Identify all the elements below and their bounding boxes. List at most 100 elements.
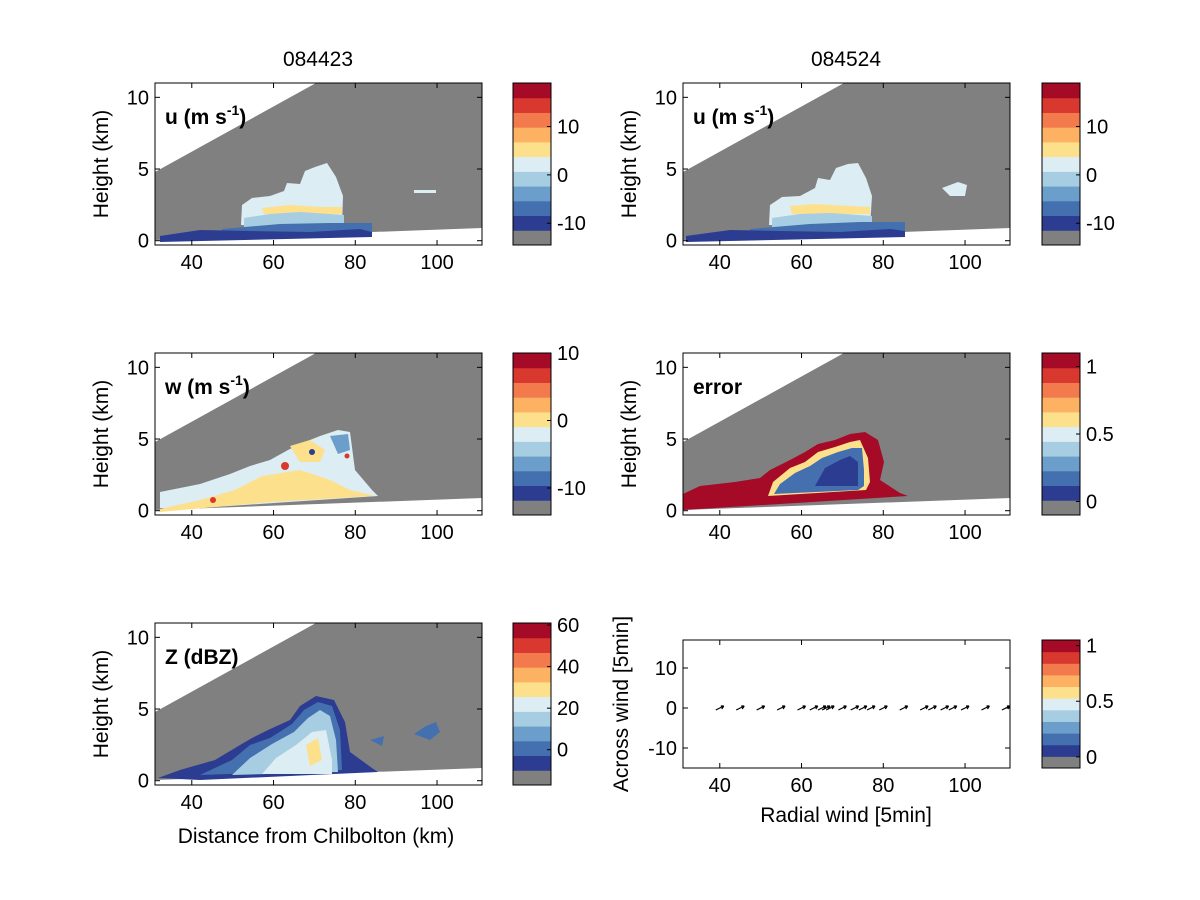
colorbar-segment [513,397,551,413]
colorbar-tick-label: 1 [1086,636,1097,658]
y-tick-label: 0 [666,698,677,720]
x-tick-label: 100 [420,792,453,814]
wind-arrow [981,705,990,711]
colorbar-segment [1042,141,1080,158]
y-tick-label: 10 [127,357,149,379]
colorbar-tick-label: 0.5 [1086,691,1114,713]
colorbar-segment [1042,470,1080,487]
colorbar-segment [513,382,551,398]
colorbar-tick-label: 0.5 [1086,424,1114,446]
x-tick-label: 60 [790,775,812,797]
colorbar-segment [513,456,551,472]
colorbar-segment [1042,500,1080,516]
panel-label: w (m s-1) [164,372,250,399]
x-tick-label: 60 [262,252,284,274]
colorbar-segment [1042,674,1080,688]
colorbar-segment [513,470,551,487]
colorbar-tick-label: 40 [557,657,579,679]
y-axis-label: Height (km) [618,380,641,489]
colorbar-tick-label: 10 [557,117,579,139]
field-red-cell [281,462,289,470]
colorbar-segment [1042,709,1080,722]
panel-label: u (m s-1) [693,102,774,129]
x-ticks: 40 60 80 100 [181,83,454,274]
colorbar-tick-label: 0 [1086,492,1097,514]
colorbar-u-left: -10 0 10 [512,82,586,246]
wind-arrow [756,705,766,711]
field-error-lowest [815,456,858,486]
colorbar-segment [513,637,551,653]
colorbar-segment [513,696,551,712]
plot-frame [154,622,483,786]
colorbar-segment [1042,441,1080,457]
x-tick-label: 40 [709,775,731,797]
colorbar-wind: 00.51 [1041,636,1114,769]
x-ticks: 40 60 80 100 [181,353,454,544]
colorbar-segment [1042,230,1080,246]
plot-frame [682,639,1011,769]
x-tick-label: 60 [262,522,284,544]
radar-sector [683,353,1010,510]
y-tick-label: 10 [655,658,677,680]
x-tick-label: 100 [948,252,981,274]
colorbar-segment [513,441,551,457]
colorbar-segment [513,156,551,172]
wind-arrow [960,705,970,711]
y-tick-label: 0 [138,771,149,793]
colorbar-tick-label: 10 [1086,117,1108,139]
x-tick-label: 100 [420,252,453,274]
wind-arrows [715,705,1011,711]
field-red-cell [210,497,216,503]
colorbar-segment [513,230,551,246]
wind-arrow [919,705,929,711]
wind-arrow [838,705,847,711]
field-echo-remote [370,736,384,746]
radar-sector [155,83,482,240]
panel-u-left: u (m s-1) Height (km) 40 60 80 100 0 5 10 [90,82,483,274]
wind-arrow [899,705,909,711]
y-tick-label: 5 [138,699,149,721]
y-tick-label: 5 [138,159,149,181]
x-axis-label: Radial wind [5min] [760,804,932,827]
column-title-right: 084524 [811,48,881,71]
radar-sector [155,353,482,510]
wind-arrow [928,705,937,711]
x-tick-label: 80 [872,775,894,797]
colorbar-segment [513,127,551,143]
field-echo-remote [414,722,440,740]
y-ticks: 0 5 10 [127,357,482,523]
colorbar-segment [513,652,551,668]
colorbar-frame [512,82,552,246]
wind-arrow [797,705,807,711]
colorbar-tick-label: 60 [557,615,579,637]
y-ticks: 0 5 10 [127,87,482,253]
wind-arrow [866,705,876,711]
wind-arrow [715,705,725,711]
x-tick-label: 60 [790,252,812,274]
colorbar-segment [1042,127,1080,143]
panel-label: Z (dBZ) [165,646,238,669]
colorbar-segment [1042,112,1080,128]
colorbar-tick-label: -10 [1086,213,1115,235]
y-tick-label: 10 [127,87,149,109]
colorbar-tick-label: 1 [1086,357,1097,379]
wind-arrow [940,705,950,711]
y-tick-label: 5 [138,429,149,451]
wind-arrow [809,705,819,711]
colorbar-segment [513,500,551,516]
x-tick-label: 100 [948,775,981,797]
wind-arrow [850,705,860,711]
colorbar-segment [1042,215,1080,231]
x-tick-label: 100 [420,522,453,544]
colorbar-segment [513,141,551,158]
plot-frame [154,352,483,516]
colorbar-segment [1042,83,1080,99]
colorbar-segment [513,112,551,128]
colorbar-segment [1042,756,1080,769]
colorbar-segment [513,755,551,771]
colorbar-tick-label: 0 [557,165,568,187]
colorbar-segment [1042,382,1080,398]
field-red-cell [344,453,350,459]
colorbar-segment [513,215,551,231]
